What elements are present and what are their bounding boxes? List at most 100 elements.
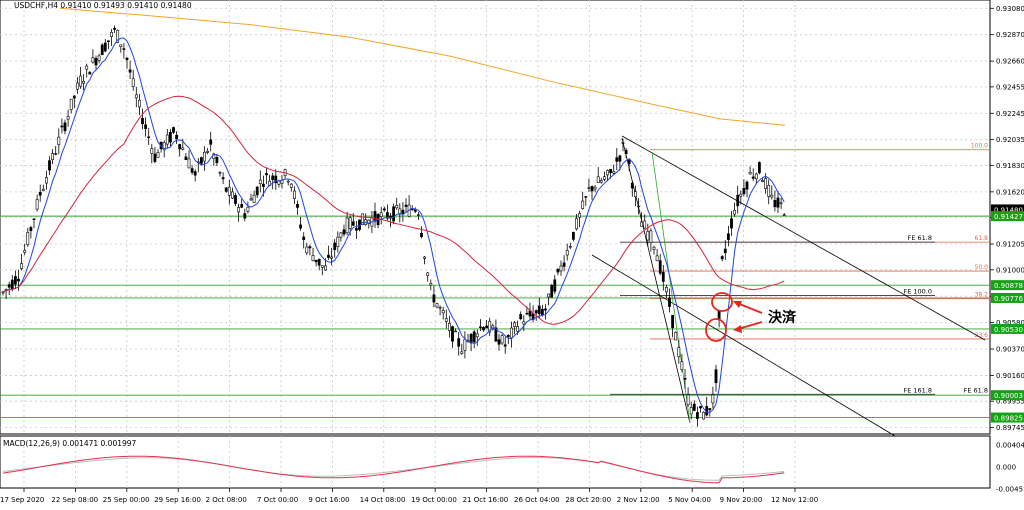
fe-label: FE 100.0 xyxy=(903,288,932,296)
annotation-circle xyxy=(711,292,733,312)
time-tick-label: 25 Sep 00:00 xyxy=(103,496,150,504)
candle-body xyxy=(578,213,582,218)
candle-body xyxy=(609,168,613,174)
candle-body xyxy=(472,331,476,343)
time-tick-label: 14 Oct 08:00 xyxy=(360,496,406,504)
annotation-arrowhead xyxy=(733,325,742,333)
candle-body xyxy=(606,170,609,176)
macd-chart-frame xyxy=(0,435,991,489)
candle-body xyxy=(742,187,746,195)
candle-body xyxy=(429,283,433,286)
candle-body xyxy=(544,308,547,311)
candle-body xyxy=(330,256,334,259)
candle-body xyxy=(296,203,299,208)
channel-upper xyxy=(621,135,986,341)
candle-body xyxy=(97,55,101,61)
candle-body xyxy=(351,221,355,226)
candle-body xyxy=(457,338,461,347)
candle-body xyxy=(69,98,73,110)
time-tick-label: 28 Oct 20:00 xyxy=(565,496,611,504)
candle-body xyxy=(392,206,396,222)
candle-body xyxy=(506,334,510,338)
candle-body xyxy=(138,99,141,108)
price-tag xyxy=(991,211,1024,222)
price-axis: 0.93080 0.92870 0.92660 0.92455 0.92245 0.920… xyxy=(990,5,1024,494)
candle-body xyxy=(1,291,5,294)
candle-body xyxy=(615,157,619,162)
ma-red-line xyxy=(2,95,785,325)
time-tick-label: 29 Sep 16:00 xyxy=(154,496,201,504)
candle-body xyxy=(122,48,126,50)
annotation-arrow xyxy=(737,321,763,330)
candle-body xyxy=(113,27,117,30)
candle-body xyxy=(692,403,696,411)
candle-body xyxy=(575,218,578,230)
time-tick-label: 2 Oct 08:00 xyxy=(206,496,247,504)
candle-body xyxy=(181,147,185,150)
candle-body xyxy=(252,194,256,203)
candle-body xyxy=(354,228,358,231)
candle-body xyxy=(100,44,104,56)
candle-body xyxy=(150,148,154,154)
candle-body xyxy=(184,156,188,160)
candle-body xyxy=(438,306,442,309)
candle-body xyxy=(534,310,538,314)
candle-body xyxy=(246,206,250,212)
candle-body xyxy=(708,408,712,411)
annotation-circle xyxy=(705,318,727,342)
candle-body xyxy=(646,231,650,241)
candle-body xyxy=(733,210,737,215)
time-tick-label: 26 Oct 04:00 xyxy=(514,496,560,504)
candle-body xyxy=(261,183,265,187)
candle-body xyxy=(305,246,309,254)
price-tick-label: 0.93080 xyxy=(996,5,1024,13)
candle-body xyxy=(26,232,30,245)
candle-body xyxy=(240,204,244,208)
price-tick-label: 0.90580 xyxy=(996,319,1024,327)
candle-body xyxy=(761,180,764,182)
candle-body xyxy=(485,325,489,329)
candle-body xyxy=(478,326,482,328)
candle-body xyxy=(717,310,721,320)
candle-body xyxy=(612,171,616,174)
macd-tick-label: 0.004045 xyxy=(996,442,1024,450)
candle-body xyxy=(385,212,389,219)
annotation-arrowhead xyxy=(733,301,742,308)
candle-body xyxy=(420,232,423,238)
candle-body xyxy=(299,224,303,229)
candle-body xyxy=(224,187,228,192)
time-axis: 17 Sep 2020 22 Sep 08:00 25 Sep 00:00 29 Se… xyxy=(0,488,818,504)
candle-body xyxy=(745,181,749,190)
candle-body xyxy=(488,320,492,333)
price-tag-label: 0.89825 xyxy=(994,415,1023,423)
macd-main-line xyxy=(2,455,785,484)
price-tag-label: 0.91480 xyxy=(994,206,1023,214)
candle-body xyxy=(416,214,420,216)
candle-body xyxy=(413,209,417,212)
annotation xyxy=(705,292,763,342)
candle-body xyxy=(624,149,628,154)
time-tick-label: 17 Sep 2020 xyxy=(0,496,44,504)
candle-body xyxy=(683,378,687,380)
candle-body xyxy=(643,220,647,229)
candle-body xyxy=(144,124,148,130)
candle-body xyxy=(274,175,278,184)
candle-body xyxy=(649,230,653,243)
candle-body xyxy=(165,134,169,145)
candle-body xyxy=(169,132,172,143)
candle-body xyxy=(38,191,42,196)
time-tick-label: 19 Oct 00:00 xyxy=(411,496,457,504)
time-tick-label: 21 Oct 16:00 xyxy=(463,496,509,504)
channel-lower xyxy=(591,254,896,437)
price-tick-label: 0.92245 xyxy=(996,110,1024,118)
candle-body xyxy=(540,308,544,316)
candle-body xyxy=(494,327,498,342)
candle-body xyxy=(172,127,175,133)
candle-body xyxy=(661,271,665,282)
candle-body xyxy=(336,236,340,247)
candle-body xyxy=(125,57,129,61)
candle-body xyxy=(423,256,427,259)
macd-tick-label: 0.000 xyxy=(996,464,1016,472)
